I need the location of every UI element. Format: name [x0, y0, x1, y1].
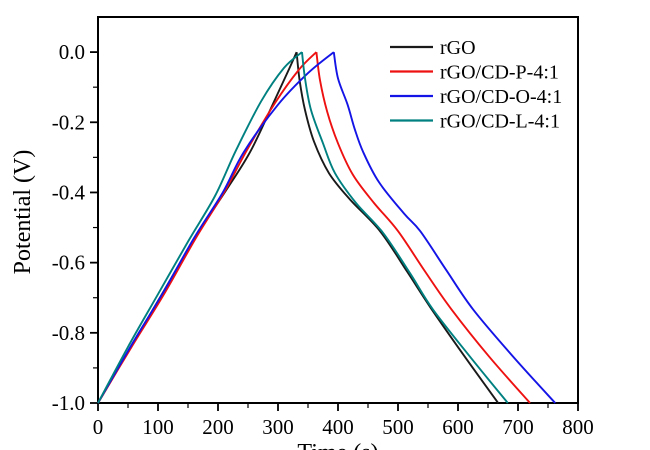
series-line-rgo-cd-o-4-1: [97, 51, 556, 404]
series-layer: [97, 51, 556, 404]
x-tick-label: 800: [562, 415, 594, 439]
x-tick-label: 500: [382, 415, 414, 439]
series-line-rgo-cd-l-4-1: [97, 51, 509, 404]
x-tick-label: 100: [142, 415, 174, 439]
y-tick-label: 0.0: [59, 40, 85, 64]
y-tick-label: -0.8: [52, 321, 85, 345]
y-tick-label: -0.2: [52, 110, 85, 134]
axes-layer: 0 100 200 300 400 500 600 700 800 0.0 -0.2 -0.4 -0.6…: [52, 16, 594, 439]
x-tick-label: 400: [322, 415, 354, 439]
x-tick-label: 300: [262, 415, 294, 439]
x-axis-label-partial: Time (s): [297, 440, 378, 450]
legend-item-label: rGO/CD-L-4:1: [440, 111, 560, 133]
series-line-rgo-cd-p-4-1: [97, 51, 531, 404]
legend-item-label: rGO: [440, 37, 476, 59]
y-tick-label: -0.4: [52, 180, 86, 204]
series-line-rgo: [97, 51, 499, 404]
y-axis-label: Potential (V): [10, 150, 36, 275]
legend-item-label: rGO/CD-P-4:1: [440, 62, 559, 84]
x-tick-label: 0: [93, 415, 104, 439]
legend-item-label: rGO/CD-O-4:1: [440, 86, 562, 108]
x-tick-label: 700: [502, 415, 534, 439]
y-tick-label: -1.0: [52, 391, 85, 415]
x-tick-label: 600: [442, 415, 474, 439]
x-tick-label: 200: [202, 415, 234, 439]
y-tick-label: -0.6: [52, 251, 85, 275]
